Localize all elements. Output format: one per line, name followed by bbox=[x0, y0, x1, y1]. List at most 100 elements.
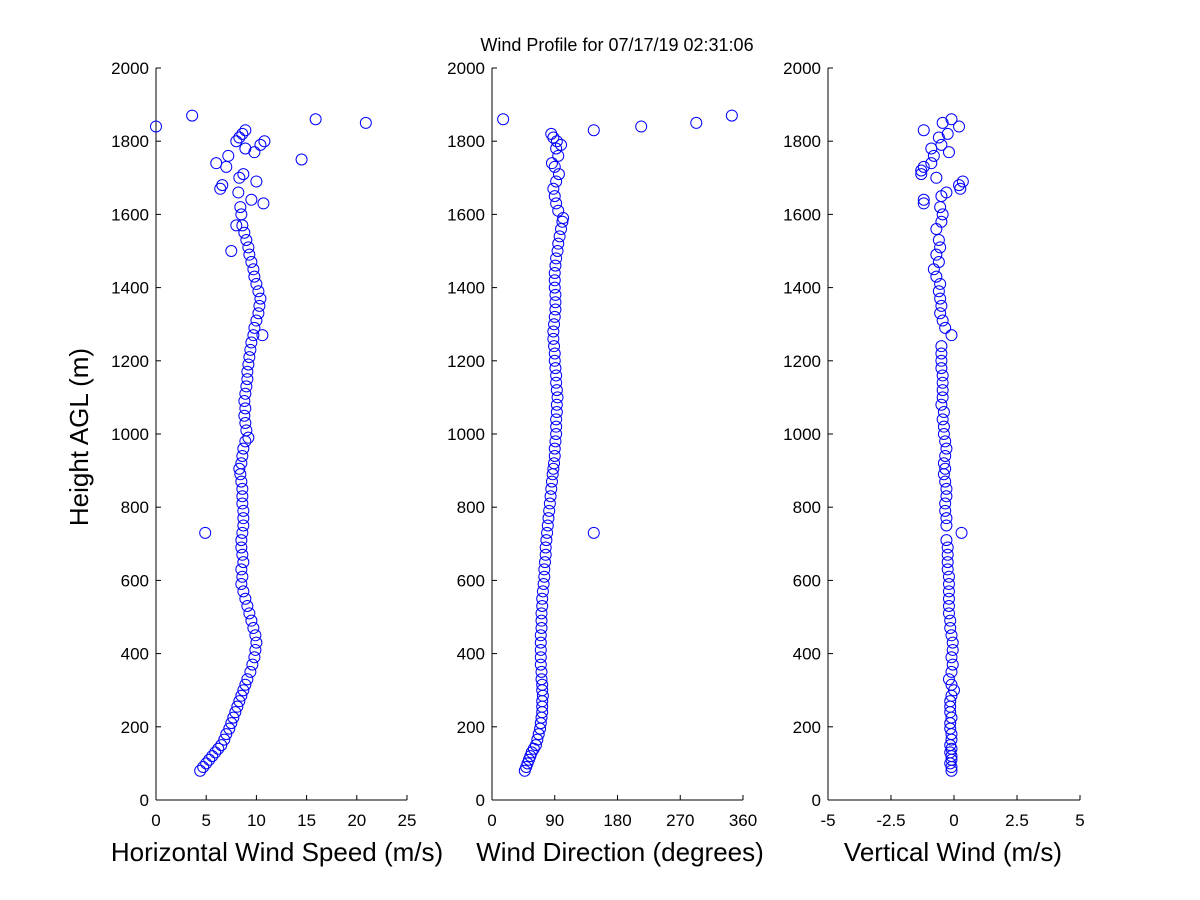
direction-data-point bbox=[540, 534, 553, 547]
vertical-data-point bbox=[941, 548, 954, 561]
direction-data-point bbox=[547, 325, 560, 338]
vertical-data-point bbox=[955, 526, 968, 539]
direction-data-point bbox=[536, 585, 549, 598]
speed-data-point bbox=[230, 219, 243, 232]
vertical-data-point bbox=[939, 462, 952, 475]
speed-data-point bbox=[244, 665, 257, 678]
vertical-data-point bbox=[944, 614, 957, 627]
figure-title: Wind Profile for 07/17/19 02:31:06 bbox=[480, 35, 753, 55]
vertical-data-point bbox=[930, 270, 943, 283]
direction-data-point bbox=[534, 643, 547, 656]
speed-data-point bbox=[235, 534, 248, 547]
direction-data-point bbox=[537, 578, 550, 591]
speed-data-point bbox=[245, 614, 258, 627]
vertical-data-point bbox=[917, 197, 930, 210]
direction-data-point bbox=[549, 296, 562, 309]
vertical-data-point bbox=[934, 241, 947, 254]
vertical-data-point bbox=[936, 376, 949, 389]
speed-data-point bbox=[236, 449, 249, 462]
direction-data-point bbox=[548, 354, 561, 367]
direction-data-point bbox=[550, 413, 563, 426]
vertical-data-point bbox=[930, 248, 943, 261]
direction-data-point bbox=[545, 475, 558, 488]
vertical-data-point bbox=[940, 512, 953, 525]
speed-data-point bbox=[237, 684, 250, 697]
direction-data-point bbox=[534, 629, 547, 642]
direction-data-point bbox=[587, 124, 600, 137]
speed-data-point bbox=[252, 307, 265, 320]
speed-data-point bbox=[241, 373, 254, 386]
vertical-markers bbox=[915, 113, 969, 777]
vertical-data-point bbox=[935, 354, 948, 367]
direction-data-point bbox=[539, 541, 552, 554]
direction-data-point bbox=[535, 607, 548, 620]
vertical-y-tick-label: 200 bbox=[793, 718, 821, 737]
vertical-data-point bbox=[932, 285, 945, 298]
speed-data-point bbox=[231, 700, 244, 713]
speed-data-point bbox=[239, 124, 252, 137]
direction-data-point bbox=[549, 303, 562, 316]
speed-data-point bbox=[206, 750, 219, 763]
vertical-data-point bbox=[939, 504, 952, 517]
speed-data-point bbox=[242, 241, 255, 254]
direction-data-point bbox=[548, 274, 561, 287]
speed-y-tick-label: 2000 bbox=[111, 59, 149, 78]
speed-y-tick-label: 1400 bbox=[111, 279, 149, 298]
direction-data-point bbox=[538, 556, 551, 569]
direction-data-point bbox=[535, 673, 548, 686]
speed-x-tick-label: 25 bbox=[398, 811, 417, 830]
speed-data-point bbox=[241, 600, 254, 613]
height-y-axis-label: Height AGL (m) bbox=[64, 348, 94, 526]
vertical-data-point bbox=[944, 695, 957, 708]
vertical-data-point bbox=[937, 457, 950, 470]
vertical-data-point bbox=[940, 442, 953, 455]
direction-data-point bbox=[547, 182, 560, 195]
vertical-data-point bbox=[946, 643, 959, 656]
speed-y-tick-label: 1200 bbox=[111, 352, 149, 371]
speed-data-point bbox=[237, 504, 250, 517]
speed-data-point bbox=[257, 197, 270, 210]
vertical-data-point bbox=[945, 113, 958, 126]
vertical-data-point bbox=[940, 534, 953, 547]
direction-data-point bbox=[536, 678, 549, 691]
speed-data-point bbox=[309, 113, 322, 126]
direction-y-tick-label: 2000 bbox=[447, 59, 485, 78]
direction-data-point bbox=[551, 391, 564, 404]
direction-data-point bbox=[548, 281, 561, 294]
speed-data-point bbox=[233, 131, 246, 144]
vertical-y-tick-label: 2000 bbox=[783, 59, 821, 78]
speed-data-point bbox=[186, 109, 199, 122]
speed-x-tick-label: 10 bbox=[247, 811, 266, 830]
vertical-data-point bbox=[940, 519, 953, 532]
speed-data-point bbox=[245, 193, 258, 206]
speed-data-point bbox=[197, 761, 210, 774]
vertical-data-point bbox=[942, 600, 955, 613]
direction-data-point bbox=[538, 570, 551, 583]
speed-data-point bbox=[250, 277, 263, 290]
vertical-data-point bbox=[939, 435, 952, 448]
direction-data-point bbox=[534, 636, 547, 649]
vertical-data-point bbox=[941, 563, 954, 576]
vertical-data-point bbox=[935, 340, 948, 353]
speed-data-point bbox=[243, 351, 256, 364]
direction-data-point bbox=[529, 739, 542, 752]
direction-data-point bbox=[555, 138, 568, 151]
direction-data-point bbox=[548, 310, 561, 323]
vertical-data-point bbox=[942, 585, 955, 598]
vertical-data-point bbox=[936, 391, 949, 404]
speed-data-point bbox=[256, 329, 269, 342]
vertical-data-point bbox=[953, 120, 966, 133]
speed-data-point bbox=[250, 175, 263, 188]
vertical-data-point bbox=[942, 673, 955, 686]
vertical-data-point bbox=[935, 299, 948, 312]
speed-data-point bbox=[220, 160, 233, 173]
direction-data-point bbox=[539, 548, 552, 561]
speed-data-point bbox=[249, 643, 262, 656]
speed-data-point bbox=[239, 417, 252, 430]
direction-y-tick-label: 800 bbox=[457, 498, 485, 517]
vertical-data-point bbox=[934, 201, 947, 214]
speed-data-point bbox=[203, 753, 216, 766]
speed-data-point bbox=[245, 255, 258, 268]
vertical-data-point bbox=[942, 570, 955, 583]
